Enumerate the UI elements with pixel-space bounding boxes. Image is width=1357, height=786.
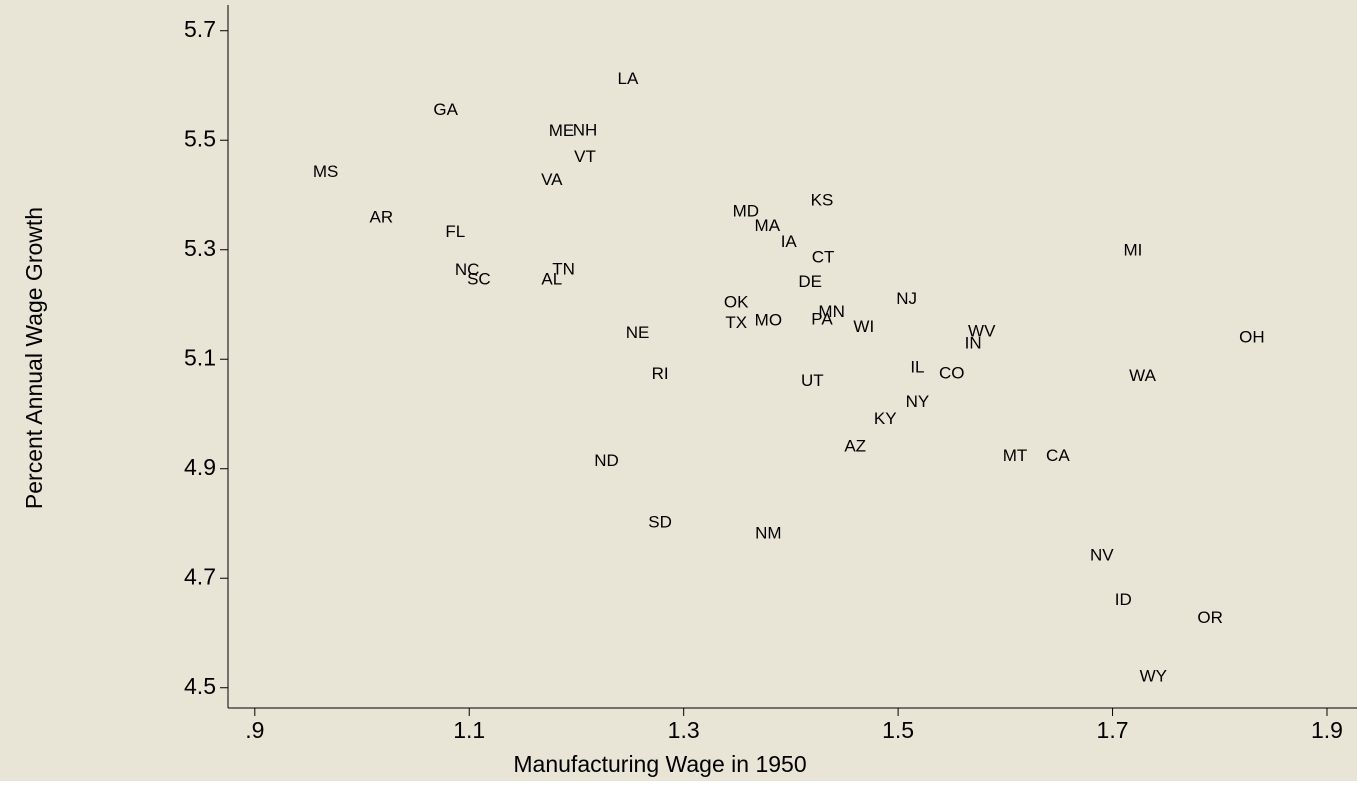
point-label: CT	[812, 247, 835, 266]
point-label: KS	[811, 190, 834, 209]
x-tick-label: 1.7	[1097, 717, 1129, 743]
point-label: NH	[573, 120, 598, 139]
y-tick-label: 5.5	[184, 125, 216, 151]
point-label: AZ	[844, 436, 866, 455]
point-label: ID	[1115, 590, 1132, 609]
point-label: IA	[781, 232, 798, 251]
point-label: UT	[801, 371, 824, 390]
point-label: CA	[1046, 446, 1070, 465]
point-label: WA	[1129, 366, 1156, 385]
point-label: CO	[939, 364, 965, 383]
y-tick-label: 5.3	[184, 235, 216, 261]
point-label: OR	[1197, 608, 1223, 627]
point-label: FL	[445, 222, 465, 241]
x-tick-label: 1.9	[1311, 717, 1343, 743]
point-label: KY	[874, 409, 897, 428]
point-label: NM	[755, 523, 781, 542]
point-label: NE	[626, 323, 650, 342]
point-label: MO	[755, 310, 782, 329]
point-label: MS	[313, 162, 339, 181]
point-label: NC	[455, 260, 480, 279]
point-label: NV	[1090, 545, 1114, 564]
point-label: ND	[594, 451, 619, 470]
point-label: MI	[1123, 240, 1142, 259]
x-tick-label: 1.1	[453, 717, 485, 743]
point-label: OK	[724, 292, 749, 311]
point-label: TX	[725, 313, 747, 332]
point-label: AL	[541, 269, 562, 288]
x-tick-label: 1.5	[882, 717, 914, 743]
y-tick-label: 5.1	[184, 344, 216, 370]
point-label: ME	[549, 121, 575, 140]
point-label: MA	[755, 216, 781, 235]
point-label: SD	[648, 512, 672, 531]
point-label: OH	[1239, 327, 1265, 346]
point-label: VT	[574, 147, 596, 166]
y-tick-label: 4.5	[184, 673, 216, 699]
point-label: MD	[733, 201, 759, 220]
point-label: NY	[906, 392, 930, 411]
x-tick-label: 1.3	[668, 717, 700, 743]
y-tick-label: 5.7	[184, 16, 216, 42]
point-label: IN	[965, 333, 982, 352]
point-label: WY	[1140, 666, 1167, 685]
point-label: LA	[618, 69, 639, 88]
point-label: DE	[798, 272, 822, 291]
y-tick-label: 4.7	[184, 563, 216, 589]
point-label: VA	[541, 170, 563, 189]
x-tick-label: .9	[245, 717, 264, 743]
point-label: GA	[433, 100, 458, 119]
point-label: IL	[910, 357, 924, 376]
point-label: WV	[968, 321, 996, 340]
point-label: MN	[818, 302, 844, 321]
point-label: AR	[370, 207, 394, 226]
point-label: WI	[853, 317, 874, 336]
y-tick-label: 4.9	[184, 454, 216, 480]
point-label: TN	[552, 259, 575, 278]
point-label: PA	[811, 309, 833, 328]
point-label: SC	[467, 269, 491, 288]
x-axis-title: Manufacturing Wage in 1950	[513, 751, 806, 777]
point-label: RI	[652, 364, 669, 383]
point-label: MT	[1003, 446, 1028, 465]
y-axis-title: Percent Annual Wage Growth	[21, 207, 47, 509]
point-label: NJ	[896, 289, 917, 308]
